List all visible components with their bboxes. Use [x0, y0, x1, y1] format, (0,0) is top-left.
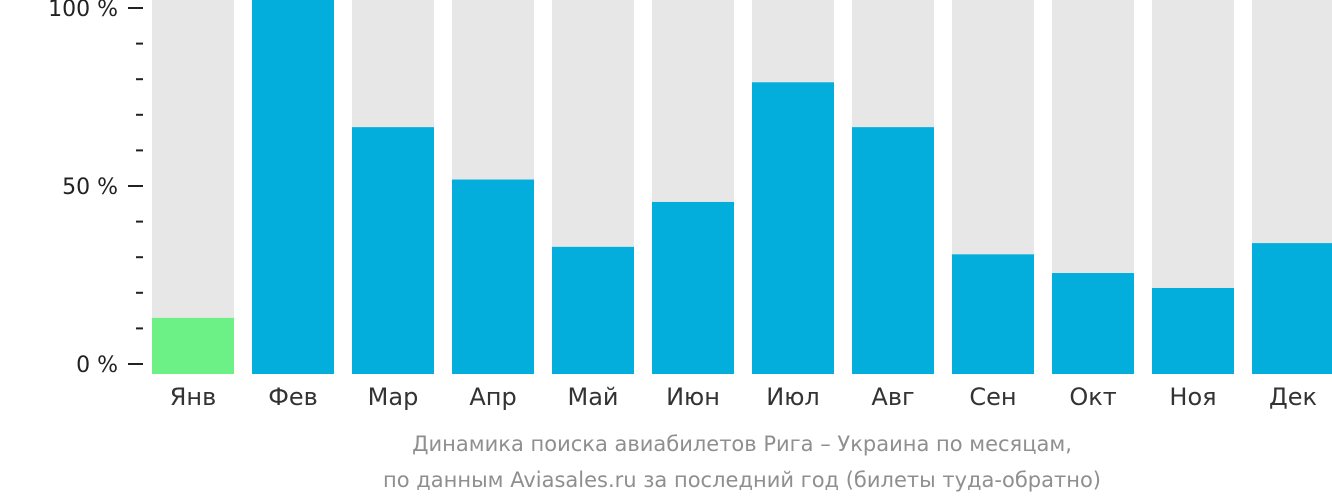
bar-9	[952, 254, 1034, 374]
caption-line-1: Динамика поиска авиабилетов Рига – Украи…	[412, 432, 1072, 456]
month-label: Ноя	[1169, 383, 1216, 411]
bar-6	[652, 201, 734, 374]
caption-line-2: по данным Aviasales.ru за последний год …	[383, 468, 1101, 492]
month-label: Авг	[871, 383, 914, 411]
month-label: Июн	[666, 383, 720, 411]
bar-10	[1052, 273, 1134, 374]
month-label: Дек	[1269, 383, 1317, 411]
month-label: Сен	[969, 383, 1016, 411]
bar-track	[152, 0, 234, 374]
y-tick-label: 50 %	[62, 175, 118, 200]
bar-7	[752, 82, 834, 374]
month-label: Июл	[766, 383, 820, 411]
bar-5	[552, 246, 634, 374]
month-label: Окт	[1069, 383, 1116, 411]
bar-12	[1252, 243, 1332, 374]
y-axis: 0 % 50 % 100 %	[48, 0, 143, 378]
bar-layer	[152, 0, 1332, 374]
y-tick-label: 0 %	[76, 353, 118, 378]
bar-1	[152, 317, 234, 374]
y-tick-label: 100 %	[48, 0, 118, 22]
month-label: Апр	[469, 383, 516, 411]
month-label: Мар	[368, 383, 419, 411]
bar-4	[452, 179, 534, 374]
month-label: Май	[567, 383, 618, 411]
bar-3	[352, 127, 434, 374]
x-axis-labels: Янв Фев Мар Апр Май Июн Июл Авг Сен Окт Ноя Дек	[170, 383, 1317, 411]
bar-2	[252, 0, 334, 374]
bar-11	[1152, 287, 1234, 374]
month-label: Фев	[268, 383, 318, 411]
bar-8	[852, 127, 934, 374]
month-label: Янв	[170, 383, 217, 411]
